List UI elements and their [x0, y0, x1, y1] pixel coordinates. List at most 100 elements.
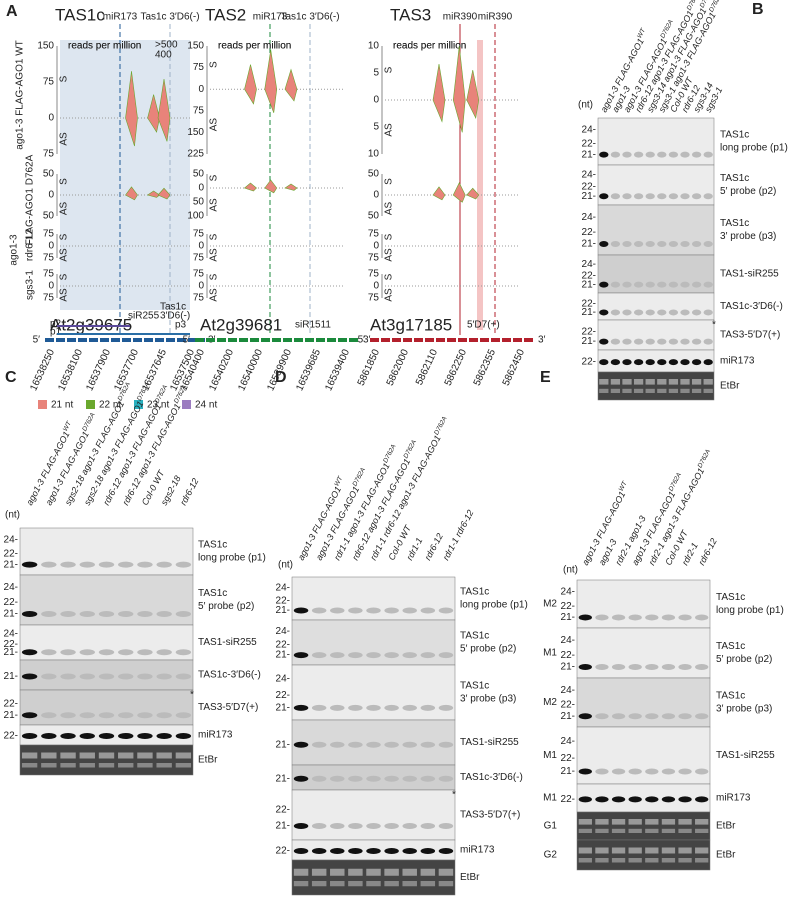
scale-label: 10	[368, 41, 380, 52]
rna-band	[175, 752, 192, 759]
scale-label: 50	[193, 169, 205, 180]
band	[678, 664, 692, 670]
size-marker: 22-	[276, 805, 290, 816]
strand-label: AS	[209, 248, 220, 262]
strand-label: AS	[384, 288, 395, 302]
band	[703, 281, 713, 288]
rna-band	[41, 752, 57, 759]
scale-label: 75	[193, 62, 205, 73]
rna-band	[175, 763, 192, 768]
size-marker: 22-	[582, 138, 596, 149]
rna-band	[678, 828, 692, 833]
size-marker: 24-	[582, 259, 596, 270]
rna-band	[703, 388, 713, 393]
lane-sup: D762A	[685, 0, 701, 12]
lane-sup: WT	[333, 474, 344, 487]
size-marker: 22-	[4, 597, 18, 608]
rna-band	[657, 379, 667, 385]
rna-band	[595, 819, 609, 825]
scale-label: 0	[48, 190, 54, 201]
rna-band	[645, 379, 655, 385]
end-label: 5′	[358, 335, 366, 346]
band	[703, 193, 713, 200]
rna-band	[611, 819, 626, 825]
band	[645, 614, 659, 621]
scale-label: 75	[43, 77, 55, 88]
inset-label: 400	[155, 50, 172, 61]
probe-label: 5′ probe (p2)	[460, 644, 516, 655]
band	[156, 561, 172, 568]
band	[661, 768, 676, 775]
scale-label: 75	[43, 253, 55, 264]
probe-label: TAS1c	[716, 691, 745, 702]
blot	[576, 627, 711, 679]
band	[348, 775, 363, 782]
band	[330, 775, 345, 782]
coordinate: 16537900	[84, 347, 113, 392]
rna-band	[384, 868, 399, 876]
feature-label: 5′D7(+)	[467, 320, 500, 331]
band	[420, 823, 436, 829]
rna-band	[98, 763, 115, 768]
band	[678, 768, 692, 775]
coverage	[284, 183, 298, 191]
band	[622, 241, 632, 247]
units-label: reads per million	[218, 41, 291, 52]
band	[137, 712, 153, 719]
coverage	[466, 69, 480, 119]
lane-label: rdr1-1	[405, 536, 425, 562]
band	[668, 338, 679, 345]
row-label: ago1-3 FLAG-AGO1 WT	[15, 40, 26, 149]
band	[330, 652, 345, 659]
scale-label: 50	[43, 211, 55, 222]
band	[668, 241, 679, 247]
size-marker: 22-	[582, 327, 596, 338]
size-marker: 22-	[582, 298, 596, 309]
band	[348, 848, 363, 854]
probe-label: EtBr	[716, 850, 736, 861]
band	[680, 241, 690, 247]
size-marker: 21-	[4, 647, 18, 658]
band	[293, 652, 309, 659]
band	[311, 652, 327, 659]
probe-label: TAS1c-3′D6(-)	[198, 670, 261, 681]
lane-label: rdr6-12	[178, 477, 200, 507]
scale-label: 0	[198, 183, 204, 194]
band	[595, 713, 609, 720]
band	[420, 704, 436, 711]
rna-band	[595, 828, 609, 833]
units-label: reads per million	[393, 41, 466, 52]
size-marker: 22-	[4, 699, 18, 710]
band	[633, 359, 644, 366]
strand-label: S	[209, 273, 220, 280]
rna-band	[595, 858, 609, 863]
probe-label: 5′ probe (p2)	[716, 654, 772, 665]
blot	[291, 576, 456, 621]
mirna-label: miR390	[478, 12, 513, 23]
band	[680, 309, 690, 316]
rna-band	[695, 819, 709, 825]
lane-sup: D762A	[698, 0, 714, 9]
band	[703, 309, 713, 316]
band	[691, 151, 702, 158]
coverage	[466, 187, 480, 200]
blot	[291, 619, 456, 666]
band	[691, 338, 702, 345]
end-label: 3′	[363, 335, 371, 346]
band	[610, 338, 621, 345]
band	[668, 281, 679, 288]
band	[622, 193, 632, 200]
scale-label: 75	[193, 229, 205, 240]
rna-band	[668, 388, 679, 393]
size-marker: 21-	[4, 671, 18, 682]
blot	[597, 117, 715, 166]
band	[695, 713, 709, 720]
band	[678, 713, 692, 720]
band	[438, 848, 454, 854]
coverage	[264, 49, 278, 113]
blot	[576, 677, 711, 728]
band	[622, 151, 632, 158]
units-label: reads per million	[218, 41, 291, 52]
band	[633, 309, 644, 316]
legend-label: 22 nt	[99, 400, 121, 411]
